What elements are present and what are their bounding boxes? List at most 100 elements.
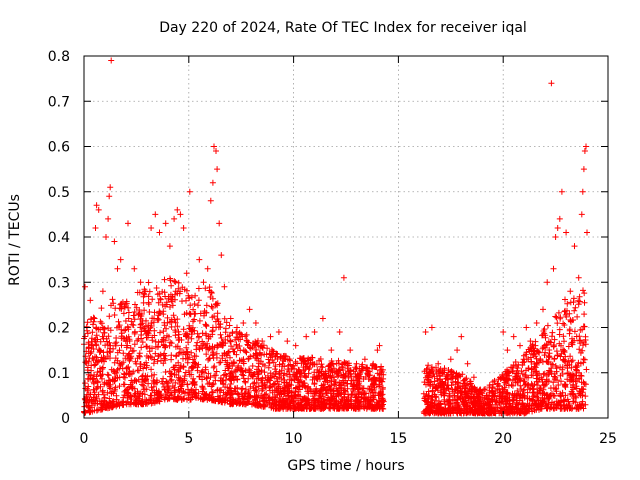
roti-point bbox=[200, 340, 207, 347]
roti-point bbox=[160, 360, 167, 367]
roti-point bbox=[227, 337, 233, 344]
roti-point bbox=[155, 353, 162, 360]
roti-point bbox=[335, 392, 342, 399]
roti-point bbox=[107, 349, 114, 356]
roti-point bbox=[581, 380, 588, 387]
roti-outlier-point bbox=[218, 252, 225, 259]
roti-point bbox=[210, 380, 217, 387]
roti-point bbox=[202, 366, 209, 373]
roti-point bbox=[245, 375, 252, 382]
roti-point bbox=[143, 353, 150, 359]
roti-point bbox=[227, 354, 233, 361]
roti-point bbox=[582, 393, 589, 400]
roti-point bbox=[359, 365, 365, 372]
roti-point bbox=[114, 324, 120, 331]
roti-point bbox=[203, 374, 210, 381]
roti-point bbox=[300, 364, 307, 371]
roti-point bbox=[444, 382, 451, 389]
roti-point bbox=[301, 380, 308, 387]
roti-point bbox=[337, 398, 344, 405]
roti-point bbox=[452, 373, 459, 380]
roti-point bbox=[212, 301, 219, 308]
roti-point bbox=[167, 275, 173, 282]
roti-point bbox=[250, 385, 257, 392]
roti-point bbox=[336, 366, 343, 373]
roti-point bbox=[164, 389, 171, 396]
roti-point bbox=[129, 348, 136, 355]
roti-point bbox=[188, 371, 195, 378]
roti-point bbox=[528, 365, 535, 372]
roti-point bbox=[97, 318, 104, 325]
roti-point bbox=[148, 392, 155, 399]
roti-point bbox=[270, 401, 277, 407]
roti-point bbox=[545, 359, 552, 366]
roti-point bbox=[556, 326, 563, 333]
roti-point bbox=[530, 389, 537, 396]
roti-outlier-point bbox=[441, 365, 448, 372]
roti-point bbox=[140, 299, 147, 306]
roti-point bbox=[314, 388, 321, 395]
roti-point bbox=[188, 391, 195, 398]
roti-point bbox=[199, 383, 206, 390]
roti-point bbox=[344, 403, 351, 410]
roti-point bbox=[148, 372, 155, 379]
roti-point bbox=[149, 345, 155, 352]
roti-point bbox=[89, 329, 96, 336]
roti-point bbox=[146, 309, 153, 315]
roti-point bbox=[371, 401, 378, 408]
roti-point bbox=[246, 398, 252, 405]
x-tick-label: 25 bbox=[599, 431, 617, 447]
roti-point bbox=[117, 362, 124, 368]
roti-point bbox=[143, 317, 149, 324]
roti-point bbox=[245, 393, 252, 399]
roti-point bbox=[338, 380, 345, 387]
roti-outlier-point bbox=[152, 211, 159, 218]
roti-point bbox=[517, 375, 524, 382]
roti-point bbox=[326, 373, 333, 380]
roti-point bbox=[173, 353, 179, 360]
roti-point bbox=[121, 371, 128, 378]
roti-point bbox=[533, 406, 540, 413]
roti-point bbox=[518, 405, 525, 411]
roti-outlier-point bbox=[192, 292, 199, 299]
roti-point bbox=[296, 405, 303, 412]
roti-point bbox=[118, 300, 125, 307]
roti-point bbox=[100, 391, 107, 398]
roti-point bbox=[425, 388, 432, 395]
roti-outlier-point bbox=[252, 320, 259, 326]
roti-point bbox=[117, 301, 124, 308]
roti-point bbox=[446, 394, 453, 400]
roti-point bbox=[335, 357, 342, 364]
chart-title: Day 220 of 2024, Rate Of TEC Index for r… bbox=[159, 20, 527, 36]
roti-point bbox=[130, 312, 137, 319]
roti-outlier-point bbox=[483, 392, 490, 399]
roti-point bbox=[508, 364, 514, 371]
roti-point bbox=[306, 365, 313, 371]
y-tick-label: 0.4 bbox=[48, 230, 70, 246]
roti-point bbox=[470, 401, 477, 408]
roti-point bbox=[231, 348, 238, 355]
roti-point bbox=[151, 389, 158, 396]
roti-point bbox=[185, 367, 192, 374]
roti-outlier-point bbox=[548, 80, 555, 87]
roti-point bbox=[577, 337, 584, 344]
roti-point bbox=[160, 311, 167, 318]
grid-layer bbox=[84, 56, 608, 418]
roti-outlier-point bbox=[504, 347, 511, 354]
roti-point bbox=[209, 381, 216, 388]
roti-point bbox=[222, 367, 229, 374]
roti-point bbox=[217, 375, 224, 381]
roti-point bbox=[106, 313, 113, 320]
roti-point bbox=[125, 364, 132, 370]
roti-point bbox=[567, 353, 574, 360]
roti-point bbox=[257, 349, 263, 356]
roti-point bbox=[433, 364, 439, 371]
roti-point bbox=[356, 386, 363, 393]
roti-outlier-point bbox=[489, 387, 496, 394]
roti-point bbox=[131, 341, 138, 348]
roti-point bbox=[203, 309, 210, 316]
roti-point bbox=[255, 383, 262, 390]
roti-point bbox=[118, 326, 125, 333]
roti-outlier-point bbox=[353, 360, 360, 367]
roti-point bbox=[470, 395, 477, 402]
